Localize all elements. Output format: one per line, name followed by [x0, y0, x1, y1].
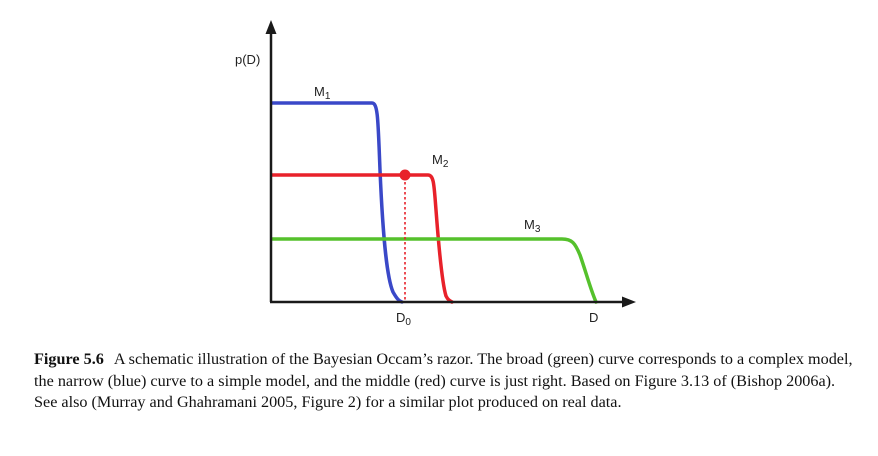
x-axis-label: D [589, 310, 598, 325]
curve-m3-label: M3 [524, 217, 541, 235]
caption-text: A schematic illustration of the Bayesian… [34, 350, 853, 411]
marker-point [399, 169, 411, 181]
figure-caption: Figure 5.6 A schematic illustration of th… [34, 349, 854, 414]
y-axis-label: p(D) [235, 52, 260, 67]
curve-m3-complex-model [270, 237, 598, 304]
d0-label: D0 [396, 310, 411, 328]
curve-m1-label-main: M [314, 84, 325, 99]
x-axis-arrowhead [622, 296, 636, 308]
curve-m1-label: M1 [314, 84, 331, 102]
figure-number: Figure 5.6 [34, 350, 104, 368]
d0-label-main: D [396, 310, 405, 325]
curve-m2-label-sub: 2 [443, 159, 449, 170]
curve-m3-label-sub: 3 [535, 224, 541, 235]
curve-m2-label-main: M [432, 152, 443, 167]
curve-m1-label-sub: 1 [325, 91, 331, 102]
y-axis-arrowhead [265, 20, 277, 34]
d0-label-sub: 0 [405, 317, 411, 328]
curve-m2-middle-model [270, 173, 454, 304]
curve-m3-label-main: M [524, 217, 535, 232]
occam-razor-diagram: p(D) D D0 M1 M2 M3 [235, 20, 636, 328]
curve-m1-simple-model [270, 101, 404, 304]
curve-m2-label: M2 [432, 152, 449, 170]
